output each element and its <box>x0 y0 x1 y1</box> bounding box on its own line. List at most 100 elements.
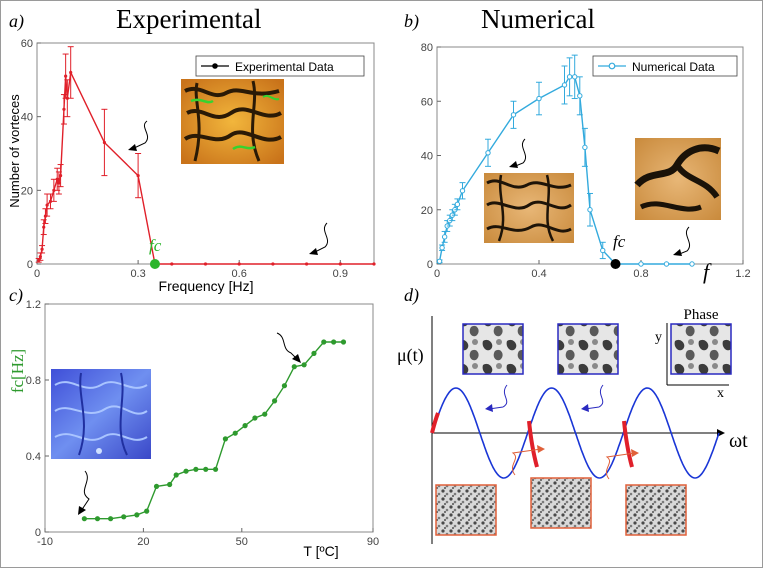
data-point <box>638 261 644 267</box>
data-point <box>577 93 583 99</box>
panel-c-arrow-2-head <box>292 354 301 363</box>
panel-b-arrow-1 <box>512 138 527 168</box>
x-tick-label: 90 <box>367 536 379 548</box>
panel-d-xlabel: ωt <box>729 430 748 452</box>
panel-d-arrow-blue-2-head <box>581 404 589 412</box>
panel-d-arrow-blue-1-head <box>485 404 493 412</box>
panel-d-letter: d) <box>404 285 419 306</box>
x-tick-label: 20 <box>137 536 149 548</box>
data-point <box>52 188 56 192</box>
panel-a-arrow-2-head <box>309 248 318 255</box>
panel-a-series <box>35 46 376 269</box>
y-tick-label: 20 <box>21 185 33 197</box>
panel-b-legend <box>592 55 738 77</box>
y-tick-label: 20 <box>421 205 433 217</box>
panel-d-arrow-blue-2 <box>584 384 604 410</box>
data-point <box>144 508 150 514</box>
data-point <box>212 466 219 472</box>
data-point <box>340 339 347 345</box>
panel-d-phase-y-label: y <box>655 330 662 345</box>
panel-b-arrow-2-head <box>673 249 682 256</box>
data-point <box>439 245 445 251</box>
data-point <box>561 82 568 88</box>
panel-b-legend-text: Numerical Data <box>632 60 715 74</box>
panel-c-arrow-1-head <box>78 506 86 515</box>
data-point <box>485 150 491 156</box>
data-point <box>108 516 114 522</box>
data-point <box>689 261 695 267</box>
data-point <box>291 364 297 370</box>
x-tick-label: 0.4 <box>531 268 546 280</box>
data-point <box>372 262 376 266</box>
panel-b-ticks: 0 0.4 0.8 1.2 0 20 40 60 80 <box>421 42 751 280</box>
data-point <box>582 144 588 151</box>
data-point <box>441 234 448 240</box>
panel-d-arrow-red-2-head <box>631 449 639 457</box>
data-point <box>102 140 106 145</box>
x-tick-label: 0.9 <box>333 268 348 280</box>
panel-d-phase-x-label: x <box>717 386 724 401</box>
y-tick-label: 60 <box>21 38 33 50</box>
data-point <box>587 207 593 213</box>
data-point <box>331 339 337 345</box>
data-point <box>436 258 443 264</box>
data-point <box>305 262 309 266</box>
data-point <box>338 262 342 266</box>
data-point <box>136 174 140 178</box>
data-point <box>459 188 466 194</box>
data-point <box>69 70 73 75</box>
panel-c-arrow-1 <box>80 470 90 512</box>
data-point <box>94 516 101 522</box>
panel-b-letter: b) <box>404 11 419 32</box>
fc-marker <box>149 259 160 269</box>
panel-a-fc-label: fc <box>149 236 162 255</box>
panel-a-legend <box>195 55 365 77</box>
panel-c: c) fc[Hz] -10 20 50 90 0 0.4 0.8 1.2 T [ºC] <box>8 285 379 559</box>
panel-d-ylabel: μ(t) <box>397 345 424 366</box>
panel-d-image-top-1 <box>462 323 524 375</box>
panel-b-title: Numerical <box>481 4 595 34</box>
panel-c-series <box>81 339 347 522</box>
data-point <box>272 398 278 404</box>
panel-d-image-phase <box>670 323 732 375</box>
data-point <box>64 74 68 78</box>
y-tick-label: 60 <box>421 96 433 108</box>
panel-b-inset-image-1 <box>484 173 574 243</box>
panel-b-arrow-2 <box>676 226 691 256</box>
panel-d-arrow-blue-1 <box>488 384 508 410</box>
panel-b-legend-marker <box>608 62 616 70</box>
panel-b-arrow-1-head <box>509 161 518 168</box>
panel-b-xlabel: f <box>703 259 712 284</box>
panel-d-highlight-1 <box>430 412 440 434</box>
panel-a: a) Experimental Number of vorteces Frequ… <box>7 4 376 294</box>
x-tick-label: 50 <box>236 536 248 548</box>
panel-a-legend-text: Experimental Data <box>235 60 334 74</box>
data-point <box>232 430 238 436</box>
panel-b-fc-label: fc <box>613 232 626 251</box>
data-point <box>58 174 63 178</box>
data-point <box>454 201 461 208</box>
panel-c-ticks: -10 20 50 90 0 0.4 0.8 1.2 <box>26 299 379 548</box>
panel-d-image-bottom-2 <box>530 477 592 529</box>
data-point <box>252 415 258 421</box>
y-tick-label: 0 <box>27 259 33 271</box>
panel-a-inset-image <box>181 79 284 164</box>
data-point <box>81 516 87 522</box>
panel-a-ylabel: Number of vorteces <box>7 94 22 208</box>
data-point <box>262 411 268 417</box>
panel-a-legend-marker <box>212 63 218 69</box>
fc-marker <box>610 259 621 269</box>
data-point <box>38 255 42 259</box>
panel-c-frame <box>44 303 374 533</box>
panel-c-arrow-2 <box>276 332 298 360</box>
x-tick-label: 0.3 <box>130 268 145 280</box>
panel-d-arrow-red-1-head <box>537 445 545 453</box>
panel-a-arrow-1-head <box>128 144 137 151</box>
y-tick-label: 0 <box>35 527 41 539</box>
panel-d-sine-wave <box>431 387 720 479</box>
data-point <box>57 181 61 185</box>
data-point <box>572 74 578 80</box>
data-point <box>566 74 573 80</box>
y-tick-label: 80 <box>421 42 433 54</box>
